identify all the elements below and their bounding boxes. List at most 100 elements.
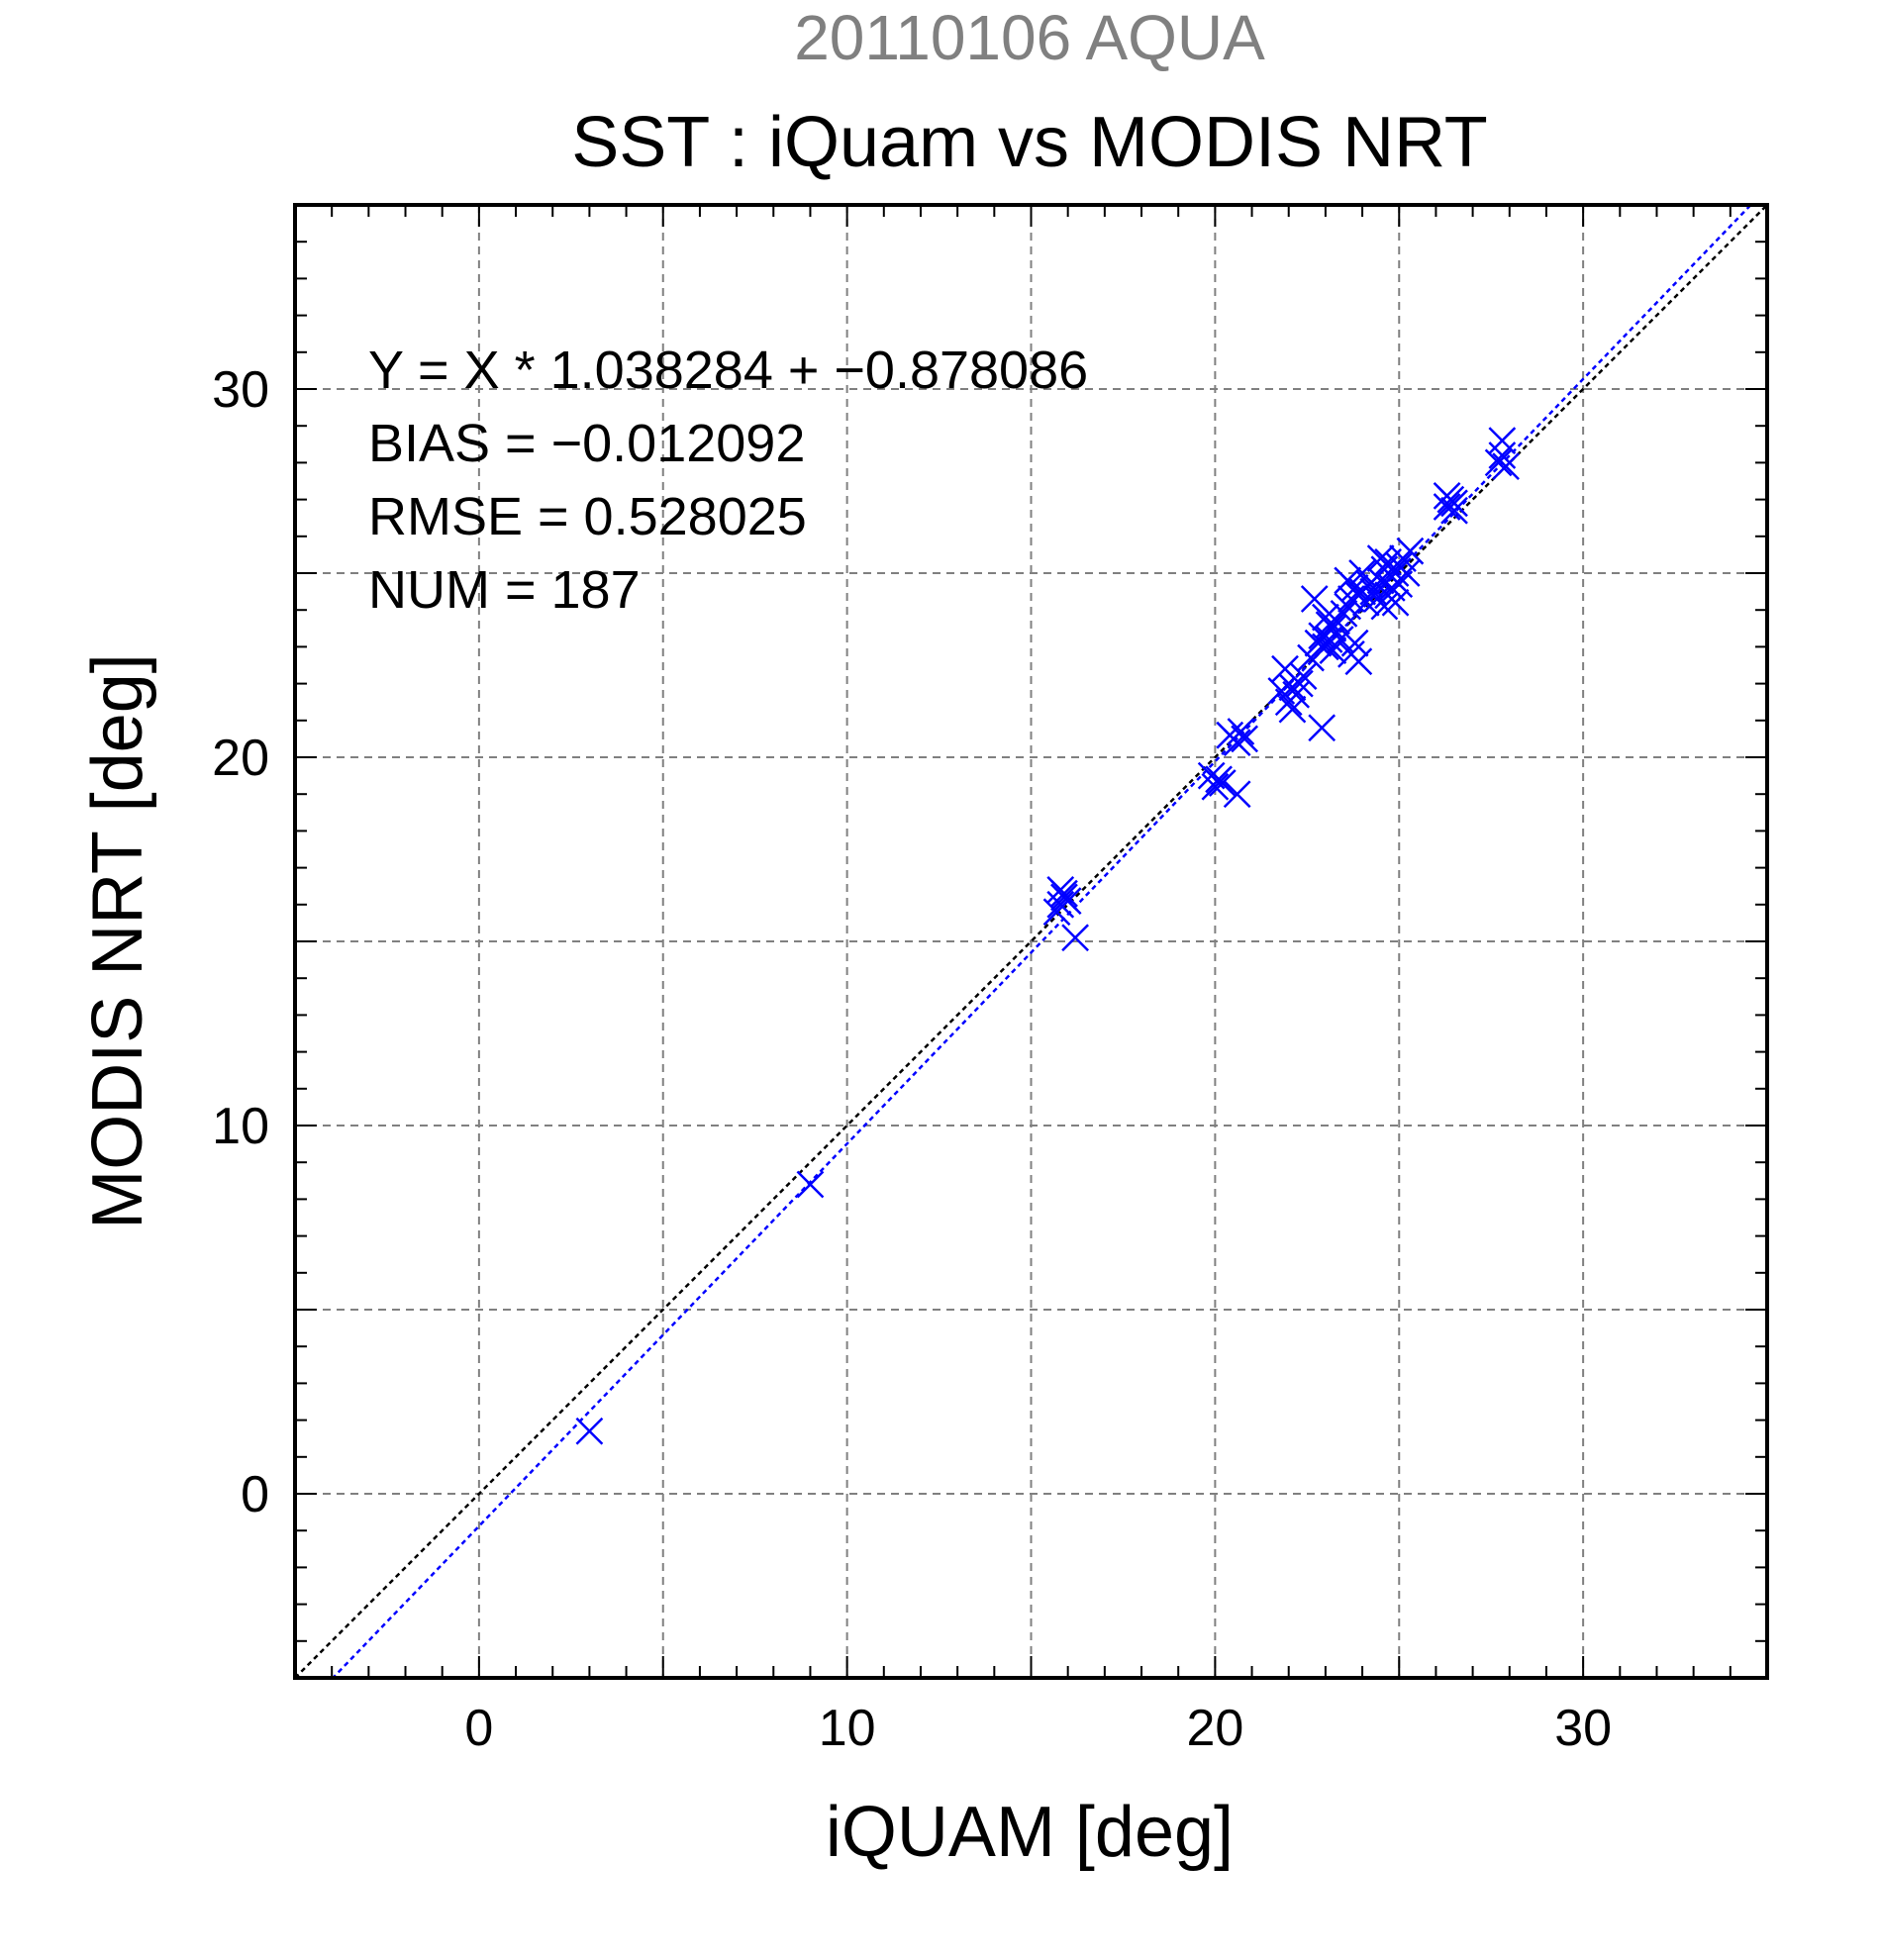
- data-point-stroke: [1308, 714, 1336, 742]
- plot-frame: [293, 203, 1769, 1680]
- data-point-stroke: [1267, 677, 1296, 705]
- data-point: [1334, 566, 1362, 595]
- reference-lines: [295, 205, 1767, 1678]
- data-point-stroke: [1208, 769, 1237, 797]
- data-point: [1300, 585, 1329, 613]
- data-point: [1231, 725, 1258, 753]
- data-point-stroke: [1348, 559, 1376, 587]
- data-point-stroke: [1061, 924, 1089, 952]
- data-point-stroke: [1326, 626, 1354, 653]
- data-point: [1344, 647, 1373, 676]
- data-point-stroke: [1289, 662, 1318, 691]
- data-point: [1282, 680, 1311, 709]
- data-point-stroke: [1381, 588, 1410, 617]
- data-point-stroke: [1197, 761, 1226, 790]
- data-point: [1308, 714, 1336, 742]
- data-point-stroke: [1227, 718, 1255, 745]
- data-point-stroke: [1370, 592, 1399, 621]
- data-point: [1366, 544, 1395, 573]
- data-point-stroke: [1046, 890, 1075, 919]
- data-point: [1285, 669, 1314, 698]
- tick-labels: 0 10 20 30 0 10 20 30: [212, 361, 1612, 1757]
- data-point: [1061, 924, 1089, 952]
- chart-supertitle: 20110106 AQUA: [794, 2, 1265, 73]
- x-axis-label: iQUAM [deg]: [826, 1793, 1234, 1872]
- data-point-stroke: [1366, 544, 1395, 573]
- grid-lines: [295, 205, 1767, 1678]
- data-point-stroke: [1340, 629, 1369, 657]
- data-point: [1227, 718, 1255, 745]
- data-point: [1484, 448, 1513, 477]
- chart-title: SST : iQuam vs MODIS NRT: [571, 103, 1488, 182]
- data-point: [1433, 493, 1461, 521]
- data-point: [1488, 427, 1517, 454]
- x-tick-label: 30: [1554, 1700, 1612, 1757]
- data-point-stroke: [1334, 566, 1362, 595]
- count-text: NUM = 187: [368, 560, 641, 620]
- data-point: [1330, 600, 1358, 628]
- data-point: [1348, 559, 1376, 587]
- data-point: [1433, 481, 1461, 510]
- fit-line: [331, 205, 1753, 1678]
- data-point-stroke: [1366, 566, 1395, 595]
- data-point-stroke: [1396, 537, 1425, 565]
- data-point: [1381, 588, 1410, 617]
- data-point-stroke: [1484, 448, 1513, 477]
- data-point-stroke: [1492, 452, 1520, 481]
- data-point-stroke: [575, 1417, 604, 1445]
- data-point: [1208, 769, 1237, 797]
- data-point: [1440, 496, 1468, 525]
- y-tick-label: 20: [212, 730, 269, 787]
- data-point-stroke: [1046, 876, 1075, 904]
- data-point-stroke: [1344, 647, 1373, 676]
- data-point-stroke: [1223, 729, 1251, 757]
- data-point-stroke: [796, 1170, 825, 1199]
- data-point: [1046, 890, 1075, 919]
- x-tick-label: 0: [464, 1700, 493, 1757]
- data-point-stroke: [1312, 633, 1339, 661]
- x-tick-label: 20: [1186, 1700, 1243, 1757]
- y-tick-label: 10: [212, 1098, 269, 1155]
- data-point-stroke: [1312, 603, 1339, 632]
- data-point-stroke: [1433, 481, 1461, 510]
- data-point: [1370, 592, 1399, 621]
- data-point: [1312, 633, 1339, 661]
- data-point: [1488, 441, 1517, 469]
- bias-text: BIAS = −0.012092: [368, 414, 805, 473]
- data-point: [1223, 780, 1251, 809]
- data-point: [1289, 662, 1318, 691]
- data-point: [1201, 772, 1230, 801]
- data-point: [1312, 603, 1339, 632]
- data-point: [1340, 629, 1369, 657]
- data-point: [1396, 537, 1425, 565]
- y-axis-label: MODIS NRT [deg]: [78, 653, 157, 1229]
- data-point: [1046, 876, 1075, 904]
- stats-annotation: Y = X * 1.038284 + −0.878086 BIAS = −0.0…: [368, 341, 1088, 620]
- data-points: [575, 427, 1520, 1445]
- data-point: [1392, 559, 1421, 587]
- data-point: [1223, 729, 1251, 757]
- data-point-stroke: [1488, 441, 1517, 469]
- data-point: [796, 1170, 825, 1199]
- data-point-stroke: [1440, 496, 1468, 525]
- y-tick-label: 30: [212, 361, 269, 419]
- data-point-stroke: [1231, 725, 1258, 753]
- x-tick-label: 10: [819, 1700, 876, 1757]
- data-point-stroke: [1223, 780, 1251, 809]
- data-point-stroke: [1433, 493, 1461, 521]
- data-point: [1492, 452, 1520, 481]
- data-point-stroke: [1330, 600, 1358, 628]
- data-point-stroke: [1300, 585, 1329, 613]
- data-point-stroke: [1053, 887, 1082, 915]
- data-point-stroke: [1285, 669, 1314, 698]
- fit-equation-text: Y = X * 1.038284 + −0.878086: [368, 341, 1088, 400]
- rmse-text: RMSE = 0.528025: [368, 487, 807, 546]
- data-point-stroke: [1201, 772, 1230, 801]
- data-point: [575, 1417, 604, 1445]
- data-point-stroke: [1315, 626, 1343, 653]
- data-point: [1315, 626, 1343, 653]
- y-tick-label: 0: [241, 1466, 269, 1523]
- data-point-stroke: [1488, 427, 1517, 454]
- data-point-stroke: [1392, 559, 1421, 587]
